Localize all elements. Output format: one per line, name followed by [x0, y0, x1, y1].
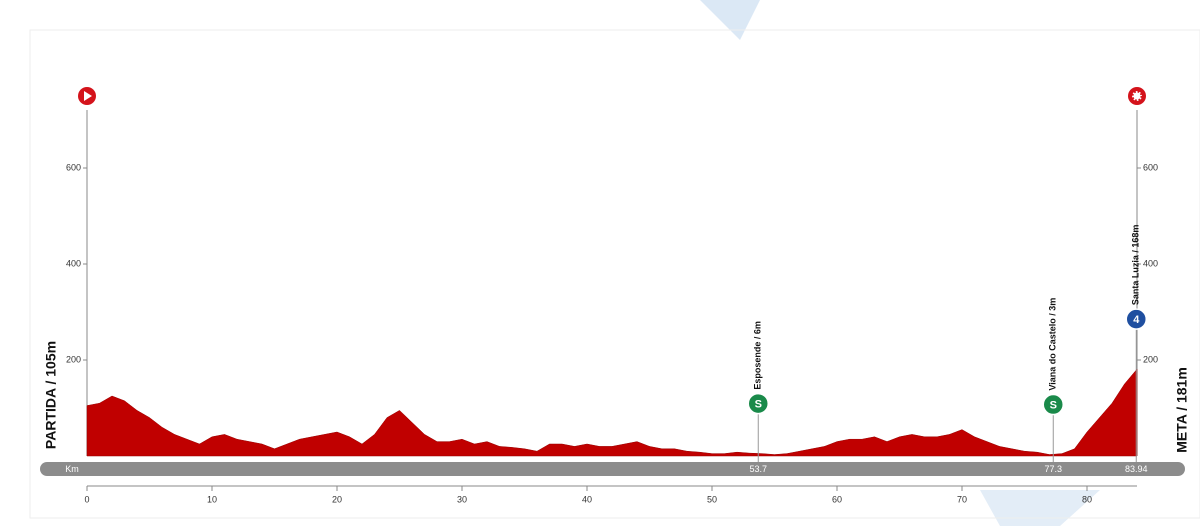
- marker-icon: [1125, 308, 1147, 330]
- start-icon-arrow: [84, 91, 92, 101]
- finish-icon-check: [1130, 89, 1144, 103]
- marker-name: Viana do Castelo / 3m: [1048, 298, 1058, 391]
- y2-tick-label: 600: [1143, 162, 1158, 172]
- km-bar: [40, 462, 1185, 476]
- x-tick-label: 70: [957, 494, 967, 504]
- y2-tick-label: 400: [1143, 258, 1158, 268]
- y-tick-label: 400: [66, 258, 81, 268]
- x-tick-label: 80: [1082, 494, 1092, 504]
- marker-km: 77.3: [1044, 464, 1062, 474]
- x-tick-label: 40: [582, 494, 592, 504]
- y-tick-label: 200: [66, 354, 81, 364]
- marker-km: 83.94: [1125, 464, 1148, 474]
- finish-label: META / 181m: [1174, 367, 1190, 453]
- marker-icon-text: S: [1050, 399, 1057, 411]
- marker-icon-text: S: [755, 399, 762, 411]
- x-tick-label: 10: [207, 494, 217, 504]
- decor: [700, 0, 760, 40]
- marker-km: 53.7: [749, 464, 767, 474]
- marker-icon: [1042, 393, 1064, 416]
- x-tick-label: 20: [332, 494, 342, 504]
- y-tick-label: 600: [66, 162, 81, 172]
- x-tick-label: 50: [707, 494, 717, 504]
- marker-icon-text: 4: [1133, 314, 1140, 326]
- marker-name: Esposende / 6m: [753, 321, 763, 390]
- decor: [980, 490, 1100, 526]
- start-label: PARTIDA / 105m: [43, 341, 59, 449]
- km-label: Km: [65, 464, 79, 474]
- x-tick-label: 30: [457, 494, 467, 504]
- marker-name: Santa Luzia / 168m: [1131, 225, 1141, 306]
- elevation-area: [86, 368, 1138, 457]
- frame: [29, 29, 1200, 519]
- x-tick-label: 60: [832, 494, 842, 504]
- x-tick-label: 0: [84, 494, 89, 504]
- y2-tick-label: 200: [1143, 354, 1158, 364]
- marker-icon: [747, 392, 769, 415]
